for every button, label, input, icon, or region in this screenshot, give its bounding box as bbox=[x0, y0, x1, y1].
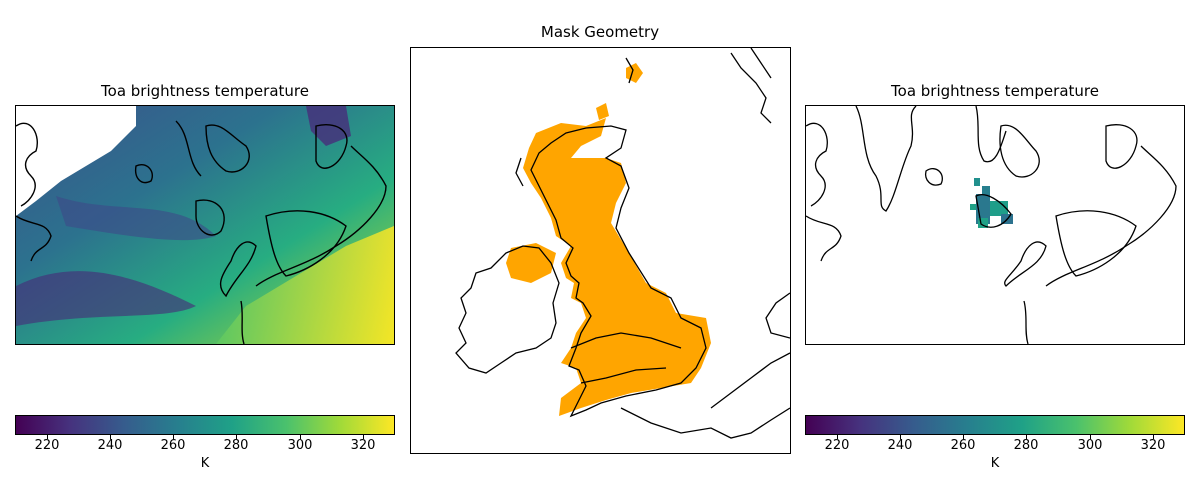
panel1-colorbar-unit: K bbox=[200, 456, 210, 471]
island-mask-area bbox=[626, 63, 643, 83]
ni-mask-area bbox=[506, 243, 556, 283]
colorbar-tick-label: 320 bbox=[1140, 438, 1166, 453]
panel3-colorbar-unit: K bbox=[990, 456, 1000, 471]
cold-cloud-band bbox=[56, 196, 216, 241]
colorbar-tick-label: 280 bbox=[223, 438, 249, 453]
colorbar-tick-label: 220 bbox=[824, 438, 850, 453]
coastlines bbox=[806, 106, 1177, 344]
panel3-map-axes bbox=[805, 105, 1185, 345]
colorbar-tick-label: 220 bbox=[34, 438, 60, 453]
colorbar-tick-label: 260 bbox=[950, 438, 976, 453]
colorbar-tick-label: 300 bbox=[287, 438, 313, 453]
colorbar-tick-label: 240 bbox=[97, 438, 123, 453]
colorbar-tick-label: 280 bbox=[1013, 438, 1039, 453]
no-data-region bbox=[16, 106, 136, 216]
panel2-map-axes bbox=[410, 47, 791, 454]
coastlines bbox=[455, 48, 790, 439]
colorbar-tick-label: 320 bbox=[350, 438, 376, 453]
panel1-title: Toa brightness temperature bbox=[101, 82, 309, 100]
cold-cloud-top bbox=[306, 106, 351, 146]
colorbar-tick-label: 300 bbox=[1077, 438, 1103, 453]
panel3-title: Toa brightness temperature bbox=[891, 82, 1099, 100]
panel1-colorbar bbox=[15, 415, 395, 435]
island-mask-area bbox=[596, 103, 609, 120]
panel1-map-axes bbox=[15, 105, 395, 345]
coastlines bbox=[16, 120, 387, 344]
colorbar-tick-label: 240 bbox=[887, 438, 913, 453]
panel2-title: Mask Geometry bbox=[540, 23, 660, 41]
panel3-colorbar bbox=[805, 415, 1185, 435]
cold-cloud-band bbox=[16, 271, 196, 326]
gb-mask-area bbox=[523, 118, 711, 416]
warm-region bbox=[216, 226, 394, 344]
colorbar-tick-label: 260 bbox=[160, 438, 186, 453]
